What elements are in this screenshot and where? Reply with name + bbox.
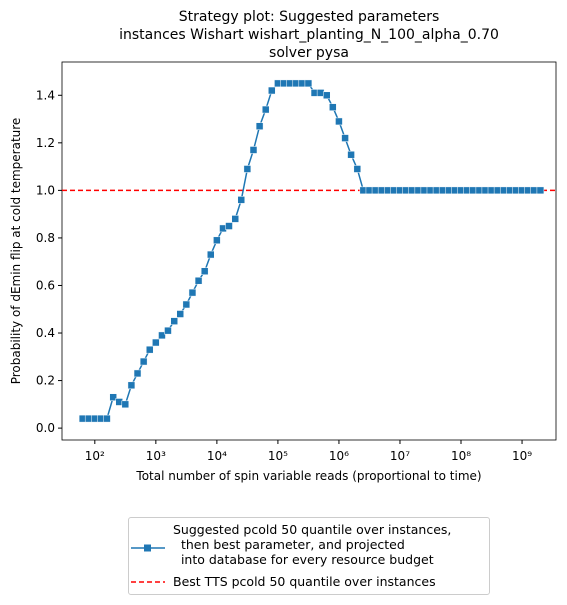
point-marker (133, 369, 142, 378)
point-marker (268, 86, 276, 95)
point-marker (158, 331, 166, 340)
point-marker (408, 186, 416, 195)
point-marker (536, 186, 545, 195)
point-marker (243, 165, 252, 173)
point-marker (255, 122, 264, 130)
point-marker (231, 215, 240, 223)
y-tick-label: 1.4 (36, 88, 55, 102)
point-marker (139, 357, 148, 366)
chart-title: Strategy plot: Suggested parameters inst… (119, 9, 499, 61)
point-marker (182, 300, 191, 309)
plot-frame (61, 61, 557, 441)
x-axis-label: Total number of spin variable reads (pro… (135, 469, 481, 483)
y-tick-label: 0.8 (36, 231, 55, 245)
series-line (82, 82, 541, 420)
point-marker (329, 103, 337, 111)
legend-keys (131, 544, 165, 583)
point-marker (188, 288, 197, 297)
y-tick-label: 0.0 (36, 421, 55, 435)
point-marker (353, 165, 362, 173)
point-marker (145, 345, 154, 354)
point-marker (335, 117, 343, 126)
x-tick-label: 10⁹ (512, 449, 532, 463)
point-marker (249, 146, 258, 154)
point-marker (261, 105, 270, 114)
legend: Suggested pcold 50 quantile over instanc… (128, 517, 490, 595)
point-marker (469, 186, 477, 195)
point-marker (347, 150, 355, 159)
legend-label: Suggested pcold 50 quantile over instanc… (173, 522, 452, 567)
legend-label: Best TTS pcold 50 quantile over instance… (173, 574, 436, 589)
point-marker (152, 338, 160, 347)
point-marker (176, 310, 184, 318)
y-tick-label: 1.2 (36, 136, 55, 150)
x-tick-label: 10⁴ (207, 449, 227, 463)
point-marker (304, 79, 313, 88)
point-marker (200, 267, 209, 275)
point-marker (170, 317, 178, 325)
x-tick-label: 10³ (146, 449, 166, 463)
point-marker (207, 250, 215, 259)
point-marker (121, 400, 130, 409)
point-marker (127, 381, 136, 390)
point-marker (213, 236, 221, 245)
point-marker (164, 326, 172, 335)
legend-key-marker (144, 544, 151, 552)
x-tick-label: 10⁵ (268, 449, 288, 463)
x-tick-label: 10⁸ (451, 449, 471, 463)
y-tick-label: 0.2 (36, 374, 55, 388)
y-tick-label: 1.0 (36, 183, 55, 197)
point-marker (103, 414, 111, 423)
point-marker (237, 196, 246, 204)
point-marker (322, 91, 331, 100)
point-marker (109, 393, 117, 401)
y-tick-label: 0.6 (36, 278, 55, 292)
x-tick-label: 10⁶ (329, 449, 349, 463)
x-tick-label: 10⁷ (390, 449, 410, 463)
y-tick-label: 0.4 (36, 326, 55, 340)
point-marker (225, 222, 233, 230)
point-marker (194, 276, 203, 285)
point-marker (530, 186, 538, 195)
point-marker (341, 134, 349, 142)
point-marker (286, 79, 294, 88)
x-tick-label: 10² (85, 449, 105, 463)
y-axis-label: Probability of dEmin flip at cold temper… (9, 118, 23, 385)
